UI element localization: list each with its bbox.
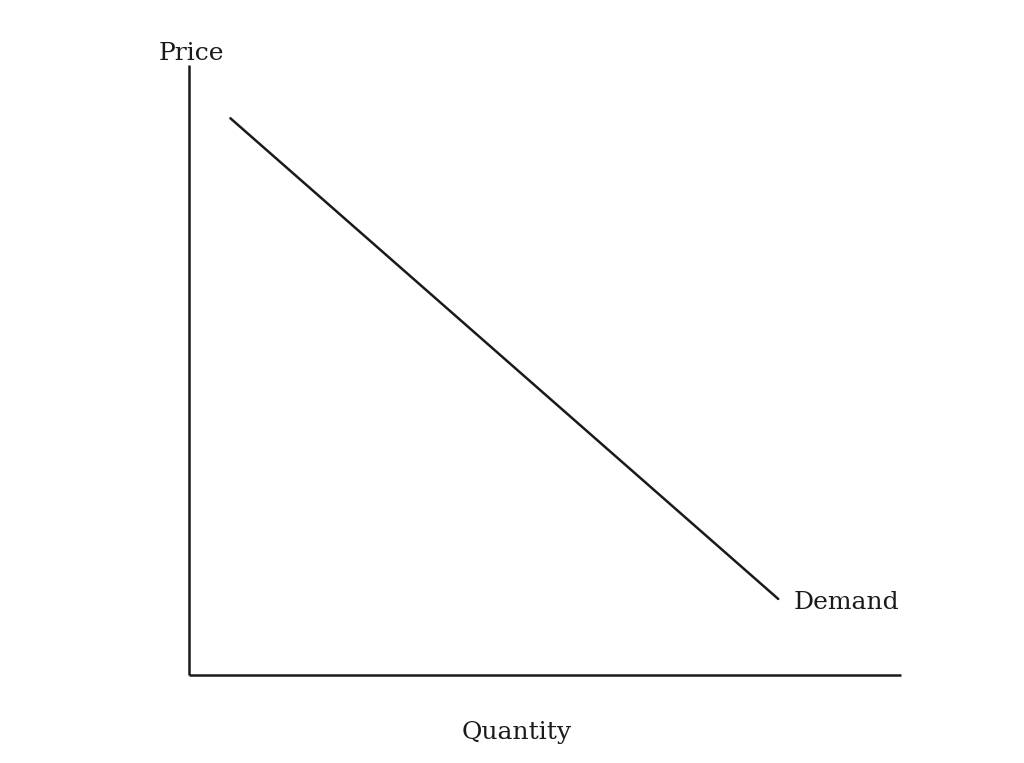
Text: Price: Price	[159, 42, 224, 65]
Text: Demand: Demand	[794, 591, 899, 614]
Text: Quantity: Quantity	[462, 721, 572, 744]
